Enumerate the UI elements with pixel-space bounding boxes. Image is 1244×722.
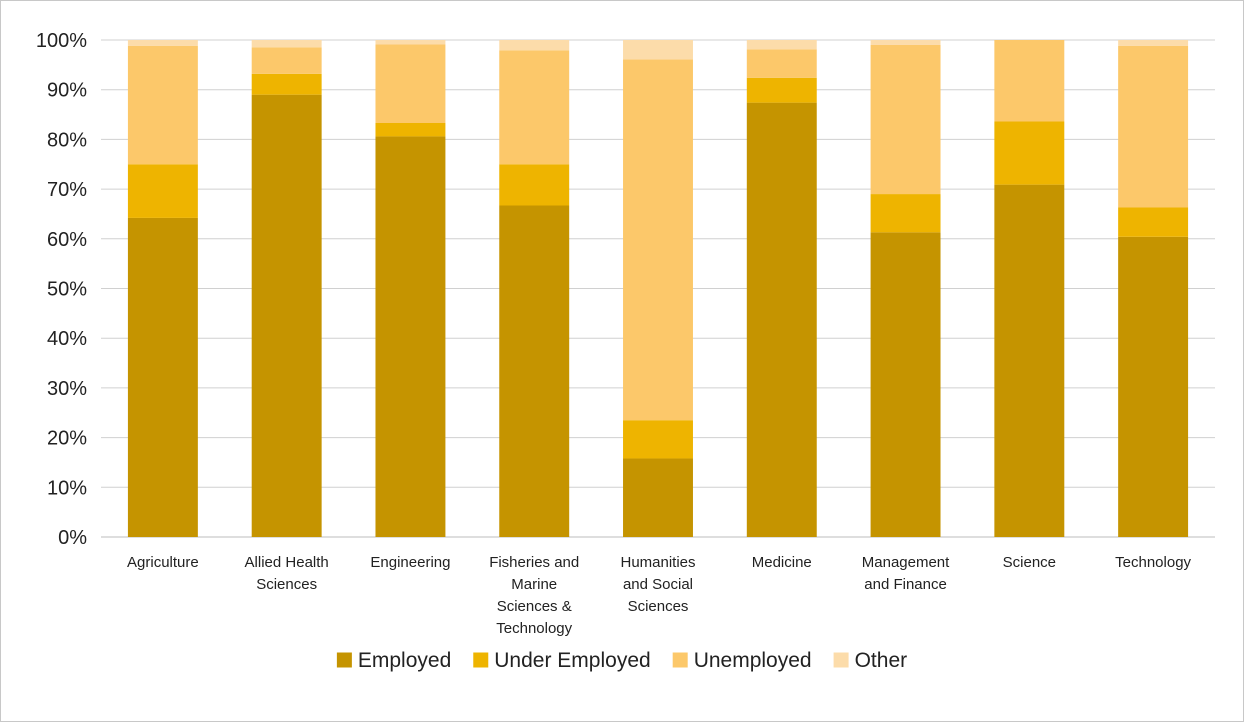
legend-item-unemployed: Unemployed	[672, 649, 812, 672]
x-tick-label: and Social	[623, 576, 693, 593]
bar-under-employed	[499, 164, 570, 206]
x-tick-label: Engineering	[370, 554, 450, 571]
y-axis-ticks: 0% 10% 20% 30% 40% 50% 60% 70% 80% 90% 100%	[36, 30, 87, 549]
legend-items: Employed Under Employed Unemployed Other	[336, 649, 908, 672]
bar-employed	[127, 217, 198, 537]
legend-label: Other	[855, 649, 908, 672]
legend-swatch	[473, 652, 489, 668]
bar-unemployed	[623, 59, 693, 421]
bar-under-employed	[746, 77, 817, 103]
y-tick-label: 40%	[47, 328, 87, 350]
bar-other	[251, 40, 322, 48]
bar-employed	[499, 205, 570, 537]
bar-employed	[870, 232, 941, 538]
bar-employed	[1118, 236, 1189, 537]
bar-other	[499, 40, 570, 51]
x-tick-label: and Finance	[864, 576, 947, 593]
x-tick-label: Marine	[511, 576, 557, 593]
y-tick-label: 80%	[47, 129, 87, 151]
y-tick-label: 30%	[47, 378, 87, 400]
bar-employed	[375, 136, 446, 537]
bar-employed	[623, 458, 693, 537]
x-tick-label: Technology	[496, 620, 572, 637]
bar-unemployed	[127, 45, 198, 165]
x-tick-label: Sciences &	[497, 598, 572, 615]
y-tick-label: 0%	[58, 527, 87, 549]
bars	[127, 40, 1189, 538]
legend-item-employed: Employed	[336, 649, 451, 672]
y-tick-label: 90%	[47, 80, 87, 102]
y-tick-label: 50%	[47, 279, 87, 301]
bar-unemployed	[1118, 45, 1189, 208]
bar-under-employed	[251, 73, 322, 95]
bar-employed	[251, 94, 322, 538]
legend-label: Unemployed	[694, 649, 812, 672]
x-tick-label: Management	[862, 554, 950, 571]
legend-swatch	[336, 652, 352, 668]
x-tick-label: Agriculture	[127, 554, 199, 571]
bar-other	[127, 40, 198, 46]
bar-under-employed	[375, 122, 446, 137]
legend: Employed Under Employed Unemployed Other	[336, 649, 908, 672]
bar-unemployed	[994, 40, 1065, 122]
y-tick-label: 60%	[47, 229, 87, 251]
x-tick-label: Sciences	[256, 576, 317, 593]
bar-unemployed	[375, 44, 446, 123]
bar-other	[870, 40, 941, 45]
legend-swatch	[833, 652, 849, 668]
bar-other	[1118, 40, 1189, 46]
x-tick-label: Technology	[1115, 554, 1191, 571]
y-tick-label: 20%	[47, 428, 87, 450]
bar-unemployed	[499, 50, 570, 165]
legend-label: Under Employed	[494, 649, 650, 672]
bar-under-employed	[623, 420, 693, 459]
bar-unemployed	[251, 47, 322, 74]
bar-under-employed	[127, 164, 198, 218]
bar-employed	[746, 102, 817, 537]
legend-label: Employed	[358, 649, 451, 672]
x-tick-label: Allied Health	[245, 554, 329, 571]
bar-under-employed	[1118, 207, 1189, 237]
x-axis-ticks: Agriculture Allied Health Sciences Engineer…	[127, 554, 1192, 637]
y-tick-label: 70%	[47, 179, 87, 201]
x-tick-label: Science	[1003, 554, 1056, 571]
bar-under-employed	[870, 194, 941, 233]
y-tick-label: 10%	[47, 477, 87, 499]
x-tick-label: Fisheries and	[489, 554, 579, 571]
bar-other	[746, 40, 817, 50]
legend-item-other: Other	[833, 649, 908, 672]
bar-other	[623, 40, 693, 60]
bar-unemployed	[870, 44, 941, 195]
y-tick-label: 100%	[36, 30, 87, 52]
legend-swatch	[672, 652, 688, 668]
x-tick-label: Medicine	[752, 554, 812, 571]
bar-employed	[994, 184, 1065, 537]
legend-item-under-employed: Under Employed	[473, 649, 651, 672]
bar-under-employed	[994, 121, 1065, 185]
x-tick-label: Sciences	[628, 598, 689, 615]
x-tick-label: Humanities	[620, 554, 695, 571]
bar-other	[375, 40, 446, 45]
bar-unemployed	[746, 49, 817, 78]
